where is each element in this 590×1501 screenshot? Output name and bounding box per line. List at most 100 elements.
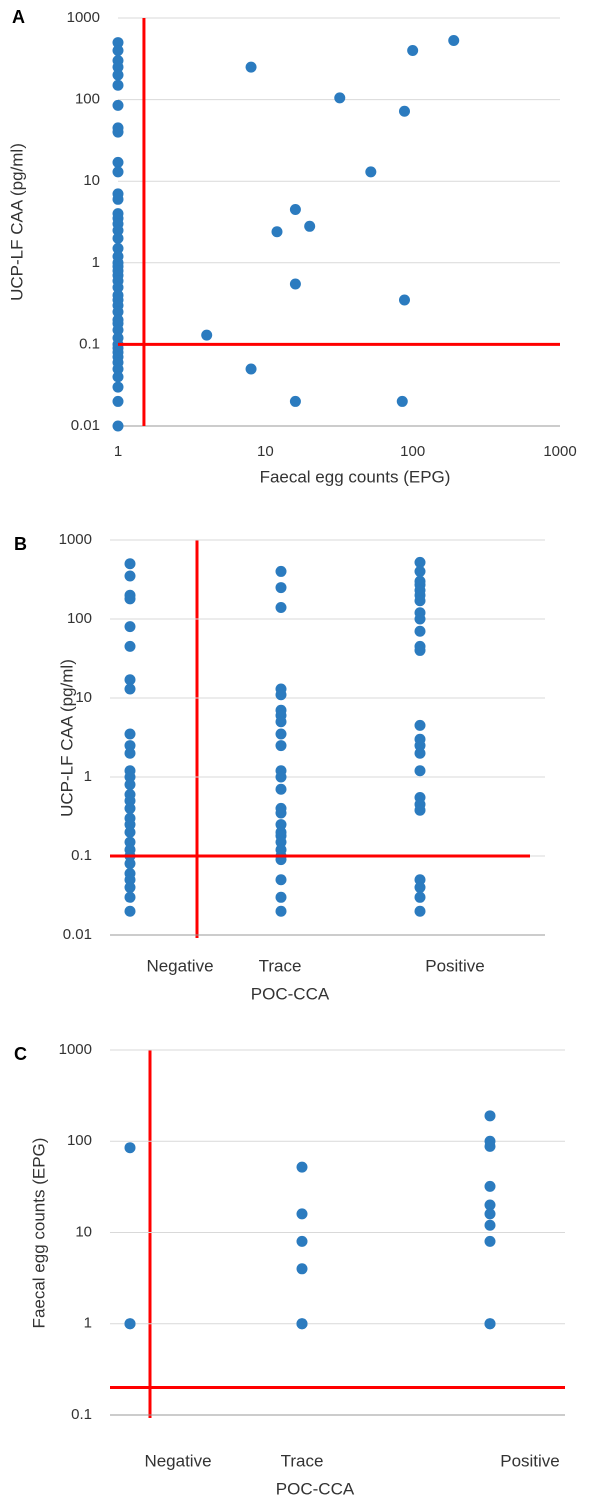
point (275, 601, 287, 613)
point (398, 294, 410, 306)
point (414, 595, 426, 607)
point (124, 826, 136, 838)
point (124, 570, 136, 582)
point (484, 1318, 496, 1330)
y-tick-label: 0.1 (71, 847, 92, 864)
point (414, 891, 426, 903)
point (289, 203, 301, 215)
point (112, 193, 124, 205)
y-axis-title: Faecal egg counts (EPG) (29, 1138, 48, 1329)
point (112, 395, 124, 407)
point (124, 674, 136, 686)
point (112, 363, 124, 375)
point (275, 728, 287, 740)
point (275, 582, 287, 594)
point (414, 556, 426, 568)
panel-label: A (12, 7, 25, 27)
point (112, 224, 124, 236)
y-tick-label: 0.01 (63, 926, 92, 943)
y-tick-label: 100 (75, 91, 100, 108)
point (124, 802, 136, 814)
x-axis-title: Faecal egg counts (EPG) (260, 467, 451, 486)
x-axis-title: POC-CCA (276, 1479, 355, 1498)
point (124, 558, 136, 570)
point (414, 613, 426, 625)
point (124, 683, 136, 695)
point (414, 765, 426, 777)
point (124, 819, 136, 831)
point (414, 565, 426, 577)
point (124, 740, 136, 752)
point (124, 593, 136, 605)
point (112, 126, 124, 138)
y-tick-label: 100 (67, 1132, 92, 1149)
point (334, 92, 346, 104)
x-tick-label: Negative (144, 1451, 211, 1470)
point (124, 905, 136, 917)
point (245, 363, 257, 375)
y-tick-label: 10 (83, 172, 100, 189)
point (484, 1140, 496, 1152)
point (414, 747, 426, 759)
point (304, 220, 316, 232)
point (112, 371, 124, 383)
x-tick-label: 100 (400, 443, 425, 460)
point (396, 395, 408, 407)
point (112, 324, 124, 336)
panel-label: B (14, 534, 27, 554)
point (398, 105, 410, 117)
point (124, 1318, 136, 1330)
point (124, 836, 136, 848)
point (275, 874, 287, 886)
point (275, 740, 287, 752)
point (124, 874, 136, 886)
point (484, 1110, 496, 1122)
point (112, 166, 124, 178)
point (112, 281, 124, 293)
point (407, 44, 419, 56)
x-tick-label: Trace (281, 1451, 324, 1470)
x-tick-label: 1 (114, 443, 122, 460)
point (245, 61, 257, 73)
point (124, 728, 136, 740)
point (112, 61, 124, 73)
y-tick-label: 1 (92, 254, 100, 271)
y-tick-label: 1 (84, 1315, 92, 1332)
point (275, 807, 287, 819)
point (275, 905, 287, 917)
point (414, 874, 426, 886)
point (112, 37, 124, 49)
point (112, 44, 124, 56)
point (124, 881, 136, 893)
x-tick-label: Trace (259, 956, 302, 975)
point (414, 625, 426, 637)
point (124, 891, 136, 903)
point (124, 858, 136, 870)
point (112, 69, 124, 81)
x-tick-label: 10 (257, 443, 274, 460)
point (414, 719, 426, 731)
point (112, 242, 124, 254)
point (289, 395, 301, 407)
y-tick-label: 10 (75, 1223, 92, 1240)
point (112, 420, 124, 432)
y-axis-title: UCP-LF CAA (pg/ml) (57, 659, 76, 817)
point (296, 1263, 308, 1275)
x-tick-label: 1000 (543, 443, 576, 460)
point (112, 99, 124, 111)
point (296, 1318, 308, 1330)
point (365, 166, 377, 178)
y-tick-label: 1000 (67, 9, 100, 26)
point (275, 716, 287, 728)
point (414, 740, 426, 752)
point (484, 1180, 496, 1192)
y-tick-label: 0.01 (71, 417, 100, 434)
point (296, 1235, 308, 1247)
y-tick-label: 100 (67, 610, 92, 627)
y-tick-label: 1 (84, 768, 92, 785)
point (275, 891, 287, 903)
point (414, 881, 426, 893)
point (275, 771, 287, 783)
point (112, 232, 124, 244)
point (414, 804, 426, 816)
